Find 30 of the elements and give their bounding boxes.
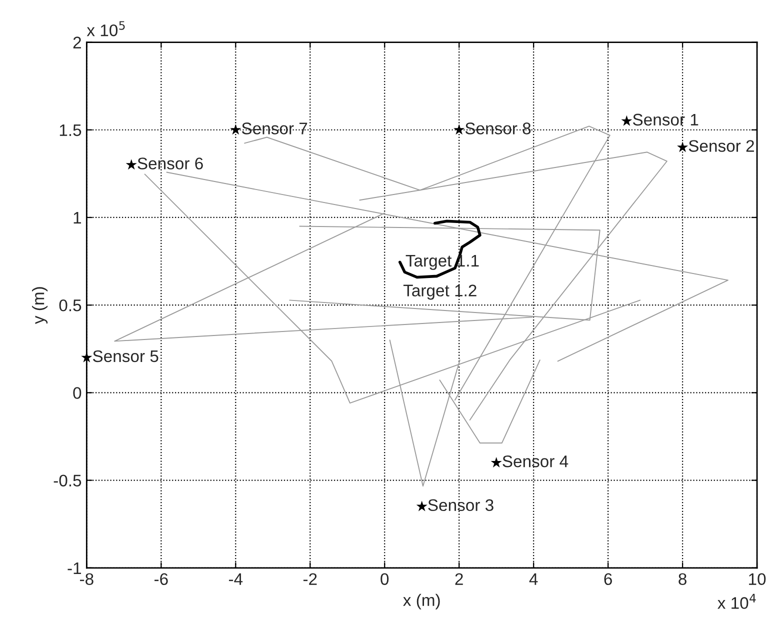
annotation: Sensor 2 [688, 140, 754, 152]
y-tick-label: 0 [73, 387, 82, 399]
annotation: Sensor 3 [428, 499, 494, 512]
annotation: Sensor 5 [92, 350, 158, 362]
x-tick-label: 10 [749, 573, 766, 586]
y-tick-label: 0.5 [59, 299, 82, 312]
x-tick-label: -6 [154, 573, 168, 586]
annotation: Sensor 7 [242, 122, 308, 134]
x-tick-label: 4 [529, 573, 538, 585]
x-tick-label: -2 [303, 573, 317, 585]
y-tick-label: 1.5 [60, 124, 82, 136]
x-axis-title: x (m) [403, 594, 440, 610]
x-tick-label: -4 [228, 573, 243, 585]
x-tick-label: 6 [604, 573, 612, 586]
annotation: Sensor 4 [502, 455, 568, 468]
y-tick-label: 2 [73, 36, 81, 48]
y-axis-title: y (m) [32, 287, 48, 324]
text: x 10$^{4}$ [718, 594, 756, 609]
x-tick-label: 2 [455, 573, 463, 585]
text: x 10$^{5}$ [86, 21, 125, 36]
x-tick-label: 0 [380, 573, 389, 586]
annotation: Target 1.2 [403, 284, 476, 300]
annotation: Sensor 8 [465, 122, 531, 134]
x-tick-label: -8 [80, 573, 94, 586]
y-tick-label: -1 [68, 562, 81, 574]
y-tick-label: 1 [74, 212, 81, 224]
x-tick-label: 8 [678, 573, 686, 586]
annotation: Sensor 6 [138, 158, 203, 170]
annotation: Sensor 1 [632, 114, 698, 126]
y-tick-label: -0.5 [54, 474, 82, 486]
